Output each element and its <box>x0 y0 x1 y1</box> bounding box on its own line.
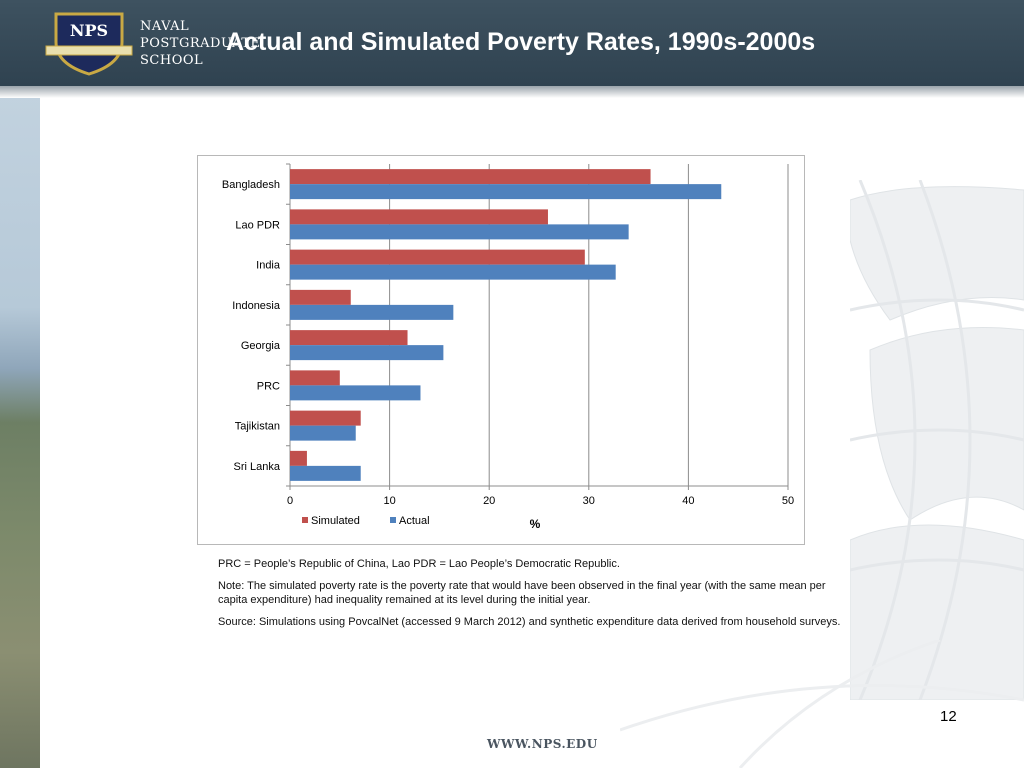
footer-url: WWW.NPS.EDU <box>487 737 598 751</box>
bar-simulated-georgia <box>290 330 408 346</box>
bar-simulated-lao-pdr <box>290 209 548 225</box>
logo-line-3: SCHOOL <box>140 53 204 68</box>
category-label-georgia: Georgia <box>241 340 281 352</box>
page-number: 12 <box>940 708 957 725</box>
category-label-india: India <box>256 260 281 272</box>
bar-actual-indonesia <box>290 304 454 320</box>
x-tick-label-50: 50 <box>782 495 794 507</box>
category-label-indonesia: Indonesia <box>232 300 281 312</box>
x-axis-label: % <box>530 517 541 531</box>
category-label-bangladesh: Bangladesh <box>222 179 280 191</box>
header-shadow <box>0 86 1024 98</box>
bar-simulated-indonesia <box>290 289 351 305</box>
globe-watermark-bottom <box>620 640 1024 768</box>
x-tick-label-10: 10 <box>383 495 395 507</box>
bar-simulated-india <box>290 249 585 265</box>
logo-line-2: POSTGRADUATE <box>140 36 261 51</box>
chart-notes: PRC = People’s Republic of China, Lao PD… <box>218 557 842 637</box>
slide-title: Actual and Simulated Poverty Rates, 1990… <box>226 28 816 56</box>
category-label-tajikistan: Tajikistan <box>235 421 280 433</box>
methodology-note: Note: The simulated poverty rate is the … <box>218 580 826 606</box>
bar-simulated-tajikistan <box>290 410 361 426</box>
logo-emblem-text: NPS <box>70 21 108 40</box>
legend-swatch-actual <box>390 517 396 523</box>
bar-actual-bangladesh <box>290 184 722 200</box>
bar-actual-prc <box>290 385 421 401</box>
source-note: Source: Simulations using PovcalNet (acc… <box>218 616 841 628</box>
bar-simulated-prc <box>290 370 340 386</box>
abbreviation-note: PRC = People’s Republic of China, Lao PD… <box>218 558 620 570</box>
logo-wordmark: NAVAL POSTGRADUATE SCHOOL <box>140 18 260 69</box>
legend-swatch-simulated <box>302 517 308 523</box>
bar-simulated-bangladesh <box>290 169 651 185</box>
legend-label-actual: Actual <box>399 515 430 527</box>
x-tick-label-30: 30 <box>583 495 595 507</box>
x-tick-label-20: 20 <box>483 495 495 507</box>
globe-watermark <box>850 180 1024 700</box>
bar-actual-sri-lanka <box>290 465 361 481</box>
category-label-sri-lanka: Sri Lanka <box>234 461 281 473</box>
bar-simulated-sri-lanka <box>290 450 307 466</box>
nps-logo: NPS <box>45 12 133 76</box>
logo-line-1: NAVAL <box>140 19 190 34</box>
bar-actual-tajikistan <box>290 425 356 441</box>
legend-label-simulated: Simulated <box>311 515 360 527</box>
x-tick-label-0: 0 <box>287 495 293 507</box>
chart-panel: 0 10 20 30 40 50 Bangladesh Lao PDR India Indones… <box>197 155 805 545</box>
bar-actual-lao-pdr <box>290 224 629 240</box>
bar-actual-georgia <box>290 345 444 361</box>
category-label-prc: PRC <box>257 380 280 392</box>
category-label-lao-pdr: Lao PDR <box>235 219 280 231</box>
header-band: NPS NAVAL POSTGRADUATE SCHOOL Actual and… <box>0 0 1024 86</box>
x-tick-label-40: 40 <box>682 495 694 507</box>
bar-actual-india <box>290 264 616 280</box>
left-photo-strip <box>0 0 40 768</box>
bar-chart: 0 10 20 30 40 50 Bangladesh Lao PDR India Indones… <box>222 163 794 531</box>
